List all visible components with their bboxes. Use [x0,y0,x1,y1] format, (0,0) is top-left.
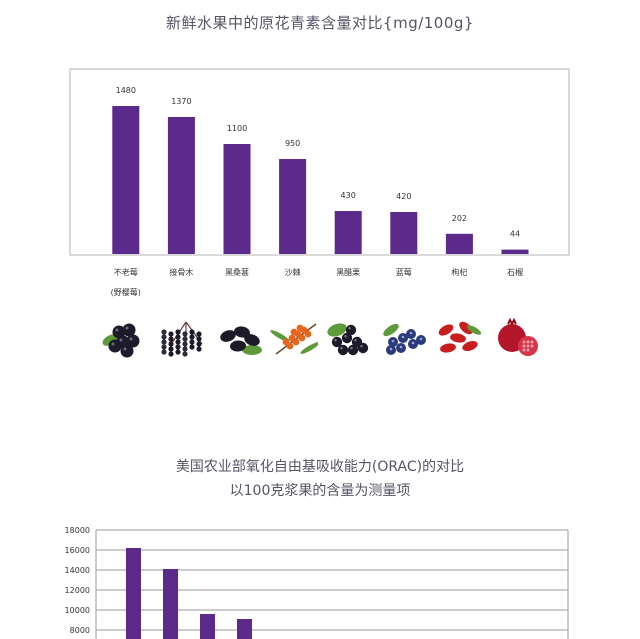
value-label: 1100 [227,124,247,133]
category-label: 沙棘 [285,268,301,277]
bar-2 [167,117,195,254]
value-label: 430 [341,191,356,200]
value-label: 420 [396,192,411,201]
aronia-berries-icon [102,323,140,358]
bar-8 [501,249,529,254]
bar-3 [223,144,251,254]
y-tick-label: 10000 [65,606,90,615]
blueberries-icon [383,323,426,355]
bar-4 [237,619,252,639]
y-tick-label: 8000 [70,626,90,635]
category-label: 石榴 [507,267,523,277]
bar-1 [126,548,141,639]
category-label: 黑桑葚 [225,267,249,277]
value-label: 1480 [116,86,136,95]
y-tick-label: 14000 [65,566,90,575]
bar-3 [200,614,215,639]
y-tick-label: 16000 [65,546,90,555]
anthocyanin-bar-chart: 1480 不老莓 (野樱莓) 1370 接骨木 1100 黑桑葚 950 沙棘 430 黑醋栗 420… [69,68,570,297]
chart1-title: 新鲜水果中的原花青素含量对比{mg/100g} [166,14,474,32]
chart2-subtitle: 以100克浆果的含量为测量项 [229,483,411,499]
value-label: 1370 [171,97,191,106]
bar-4 [279,159,307,254]
bar-1 [112,106,140,254]
value-label: 950 [285,139,300,148]
chart2-title: 美国农业部氧化自由基吸收能力(ORAC)的对比 [175,459,465,475]
bar-2 [163,569,178,639]
category-label: 黑醋栗 [336,267,360,277]
goji-berries-icon [439,321,482,353]
value-label: 44 [510,230,520,239]
category-label: 接骨木 [169,267,193,277]
sea-buckthorn-icon [269,323,318,355]
y-tick-label: 12000 [65,586,90,595]
y-tick-label: 18000 [65,526,90,535]
category-label: 蓝莓 [396,267,412,277]
pomegranate-icon [498,317,538,356]
blackcurrants-icon [327,323,369,356]
bar-5 [334,211,362,254]
black-mulberries-icon [220,326,262,355]
bar-7 [445,233,473,254]
bar-6 [390,212,418,254]
category-sublabel: (野樱莓) [111,287,141,297]
value-label: 202 [452,214,467,223]
chart1-frame [69,68,570,256]
category-label: 不老莓 [114,267,138,277]
elderberries-icon [161,321,203,357]
category-label: 枸杞 [451,267,467,277]
